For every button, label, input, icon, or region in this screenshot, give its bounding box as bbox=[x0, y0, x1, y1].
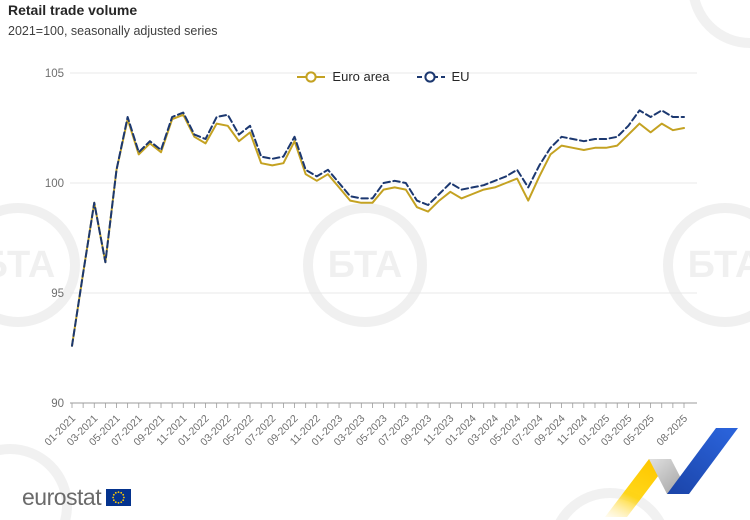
legend-label-eu: EU bbox=[451, 69, 470, 84]
legend-label-euro-area: Euro area bbox=[332, 69, 390, 84]
series-line-euro-area bbox=[71, 113, 685, 347]
euro-area-line-marker-icon bbox=[297, 70, 326, 83]
series-line-eu bbox=[71, 109, 685, 347]
svg-text:100: 100 bbox=[45, 178, 64, 190]
svg-text:90: 90 bbox=[51, 398, 64, 410]
eu-flag-icon bbox=[106, 489, 132, 506]
legend-item-eu: EU bbox=[416, 69, 470, 84]
line-chart: 90 95 100 105 01-202103-202105-202107-202109… bbox=[42, 68, 697, 449]
series-lines bbox=[71, 109, 685, 347]
x-axis bbox=[70, 402, 697, 408]
eurostat-logo-text: eurostat bbox=[22, 484, 102, 510]
bta-logo-yellow-stroke bbox=[605, 459, 671, 517]
chart-legend: Euro area EU bbox=[0, 69, 750, 84]
eurostat-logo: eurostat bbox=[22, 484, 132, 511]
bta-logo-blue-stroke bbox=[667, 428, 738, 494]
x-axis-labels: 01-202103-202105-202107-202109-202111-20… bbox=[42, 413, 690, 449]
bta-logo bbox=[605, 428, 738, 517]
legend-item-euro-area: Euro area bbox=[296, 69, 390, 84]
svg-text:105: 105 bbox=[45, 68, 64, 80]
chart-subtitle: 2021=100, seasonally adjusted series bbox=[8, 24, 218, 38]
eu-line-marker-icon bbox=[416, 70, 445, 83]
y-axis-labels: 90 95 100 105 bbox=[45, 68, 64, 410]
chart-title: Retail trade volume bbox=[8, 2, 138, 18]
svg-text:95: 95 bbox=[51, 288, 64, 300]
